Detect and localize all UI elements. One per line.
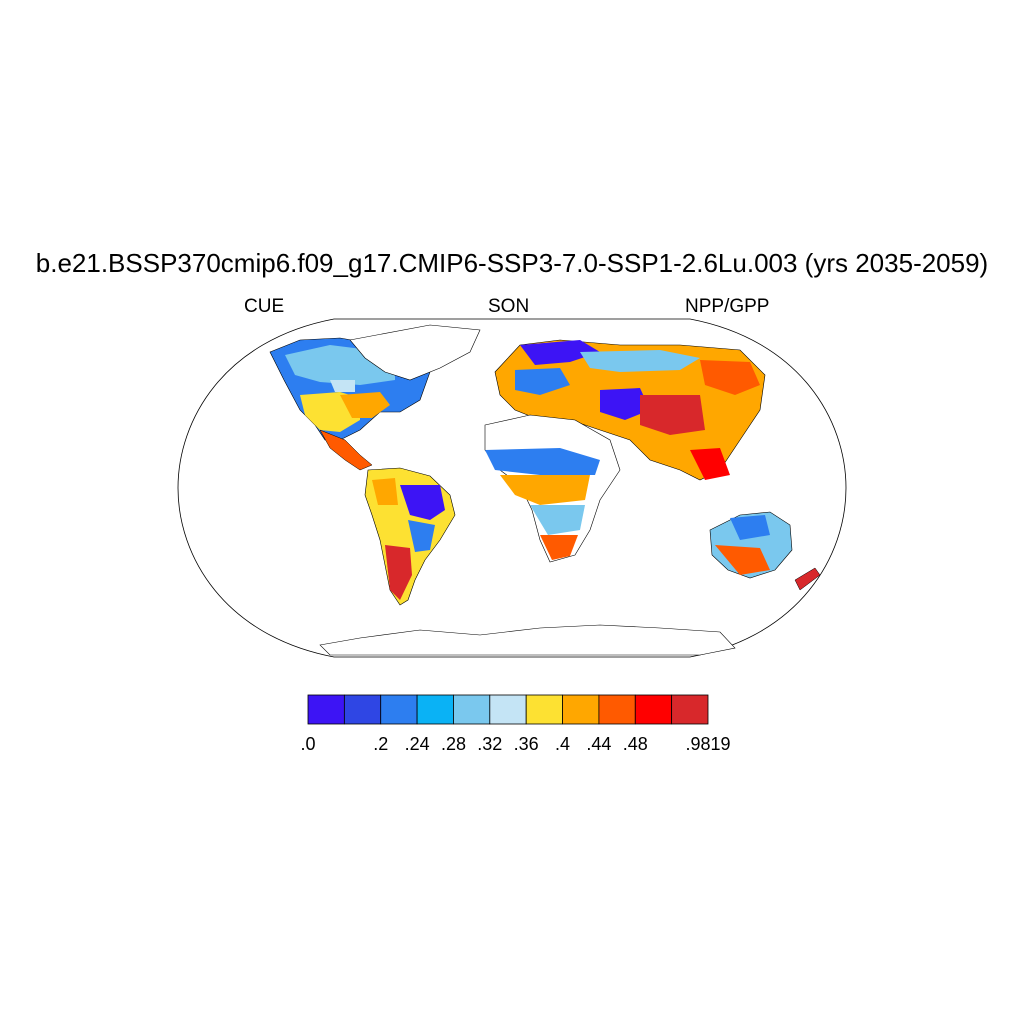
colorbar-swatch xyxy=(380,694,418,725)
greenland-outline xyxy=(349,324,481,381)
colorbar-swatch xyxy=(416,694,454,725)
africa-landmass xyxy=(484,414,621,563)
units-label: NPP/GPP xyxy=(685,296,770,317)
map-title: b.e21.BSSP370cmip6.f09_g17.CMIP6-SSP3-7.… xyxy=(35,248,989,278)
colorbar-tick-label: .36 xyxy=(513,734,539,754)
colorbar-swatch xyxy=(343,694,382,725)
colorbar-tick-label: .24 xyxy=(404,734,430,754)
colorbar-tick-label: .0 xyxy=(300,734,316,754)
colorbar-swatch xyxy=(489,694,527,725)
colorbar-tick-label: .9819 xyxy=(685,734,731,754)
south-america-landmass xyxy=(364,467,456,606)
variable-label: CUE xyxy=(244,296,285,317)
season-label: SON xyxy=(488,296,530,317)
colorbar-tick-label: .44 xyxy=(586,734,612,754)
colorbar xyxy=(307,694,709,725)
colorbar-swatch xyxy=(307,694,345,725)
colorbar-swatch xyxy=(598,694,636,725)
colorbar-tick-label: .48 xyxy=(622,734,648,754)
colorbar-swatch xyxy=(525,694,563,725)
colorbar-tick-label: .28 xyxy=(440,734,466,754)
colorbar-tick-label: .32 xyxy=(477,734,503,754)
antarctica-outline xyxy=(319,624,736,656)
colorbar-swatch xyxy=(453,694,491,725)
colorbar-swatch xyxy=(671,694,709,725)
colorbar-tick-label: .4 xyxy=(555,734,571,754)
eurasia-landmass xyxy=(494,339,766,481)
colorbar-tick-label: .2 xyxy=(373,734,389,754)
colorbar-swatch xyxy=(634,694,673,725)
australia-landmass xyxy=(709,511,821,591)
colorbar-swatch xyxy=(562,694,600,725)
